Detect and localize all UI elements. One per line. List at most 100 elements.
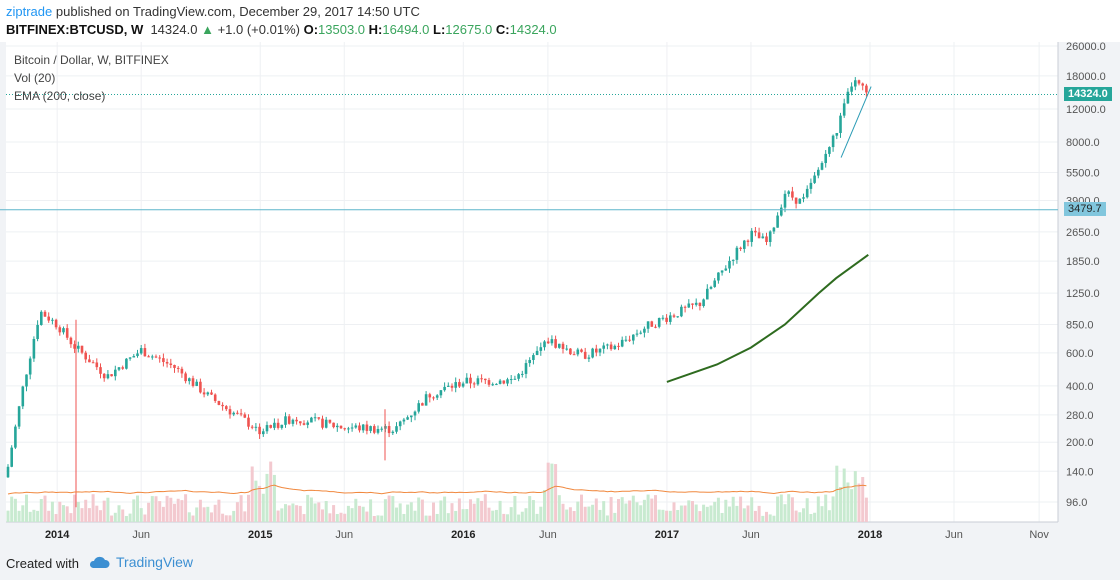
- volume-bar: [73, 494, 77, 522]
- volume-bar: [317, 502, 321, 522]
- volume-bar: [594, 498, 598, 522]
- volume-bar: [861, 477, 865, 522]
- candle-body: [665, 317, 668, 322]
- volume-bar: [372, 515, 376, 522]
- volume-bar: [150, 496, 154, 522]
- candle-body: [532, 355, 535, 360]
- volume-bar: [731, 496, 735, 522]
- volume-bar: [50, 501, 54, 522]
- candle-body: [88, 359, 91, 363]
- candle-body: [602, 345, 605, 349]
- volume-bar: [365, 511, 369, 522]
- volume-bar: [191, 515, 195, 522]
- volume-bar: [173, 503, 176, 522]
- volume-bar: [639, 505, 643, 522]
- candle-body: [265, 425, 269, 432]
- candles: [6, 77, 868, 508]
- volume-bar: [158, 501, 162, 522]
- volume-bar: [17, 510, 21, 522]
- volume-bar: [557, 495, 561, 522]
- tradingview-brand: TradingView: [116, 554, 194, 570]
- volume-bar: [195, 507, 199, 522]
- x-tick-label: Jun: [539, 529, 557, 541]
- volume-bar: [624, 503, 628, 522]
- volume-bar: [691, 501, 694, 522]
- candle-body: [162, 358, 165, 363]
- volume-bar: [428, 515, 432, 522]
- volume-bar: [339, 512, 343, 522]
- candle-body: [743, 240, 746, 249]
- volume-bar: [450, 503, 454, 522]
- volume-bar: [550, 463, 554, 522]
- volume-bar: [139, 508, 143, 522]
- volume-bar: [380, 515, 384, 522]
- tradingview-cloud-icon: [89, 556, 110, 568]
- candle-body: [776, 215, 779, 228]
- candle-body: [321, 418, 324, 428]
- volume-bar: [124, 515, 128, 522]
- x-tick-label: Jun: [132, 529, 150, 541]
- candle-body: [820, 163, 824, 170]
- volume-bar: [672, 502, 676, 522]
- plot-background: [6, 42, 1058, 522]
- candle-body: [502, 380, 506, 384]
- author-link[interactable]: ziptrade: [6, 4, 53, 19]
- volume-bar: [221, 513, 225, 522]
- candle-body: [287, 416, 291, 424]
- candle-body: [587, 357, 591, 359]
- volume-ma-line: [7, 484, 867, 495]
- volume-bar: [376, 515, 380, 522]
- candle-body: [273, 422, 276, 428]
- y-tick-label: 5500.0: [1066, 167, 1100, 179]
- candle-body: [561, 343, 565, 349]
- candle-body: [361, 424, 365, 431]
- volume-bar: [687, 500, 691, 522]
- volume-bar: [261, 493, 265, 522]
- candle-body: [761, 236, 765, 239]
- volume-bar: [646, 494, 650, 522]
- volume-bar: [54, 514, 58, 522]
- candle-body: [343, 428, 346, 430]
- candle-body: [398, 421, 402, 427]
- close-value: 14324.0: [509, 22, 557, 37]
- volume-bar: [753, 510, 757, 522]
- volume-bar: [565, 509, 569, 522]
- last-price: 14324.0: [150, 22, 198, 37]
- volume-bar: [354, 498, 358, 522]
- volume-bar: [69, 513, 73, 522]
- volume-bar: [10, 496, 14, 522]
- volume-bar: [398, 503, 402, 522]
- volume-bar: [413, 510, 417, 522]
- candle-body: [43, 311, 47, 317]
- candle-body: [243, 414, 247, 418]
- volume-bar: [228, 515, 232, 522]
- volume-bar: [332, 505, 336, 522]
- volume-bar: [387, 495, 391, 522]
- candle-body: [151, 356, 154, 358]
- volume-bar: [494, 509, 498, 522]
- candle-body: [543, 341, 546, 348]
- volume-bar: [91, 494, 95, 522]
- volume-bar: [750, 497, 754, 522]
- candle-body: [387, 426, 391, 434]
- volume-bar: [765, 511, 768, 522]
- volume-bar: [520, 511, 524, 522]
- volume-bar: [439, 500, 443, 522]
- tradingview-link[interactable]: TradingView: [88, 554, 193, 570]
- volume-bar: [402, 513, 406, 522]
- published-text: published on TradingView.com, December 2…: [55, 4, 420, 19]
- volume-bar: [202, 507, 206, 522]
- volume-bar: [676, 510, 680, 522]
- candle-body: [95, 362, 99, 368]
- ohlc-line: BITFINEX:BTCUSD, W 14324.0 ▲ +1.0 (+0.01…: [6, 22, 557, 37]
- candle-body: [632, 334, 635, 341]
- chart-header: ziptrade published on TradingView.com, D…: [0, 0, 1120, 42]
- candle-body: [99, 367, 102, 374]
- candle-body: [558, 343, 561, 348]
- candle-body: [861, 83, 864, 86]
- candle-body: [421, 403, 424, 406]
- candle-body: [136, 353, 139, 357]
- volume-bar: [635, 502, 639, 522]
- candle-body: [546, 341, 550, 344]
- chart-area[interactable]: 26000.018000.012000.08000.05500.03900.02…: [0, 42, 1120, 546]
